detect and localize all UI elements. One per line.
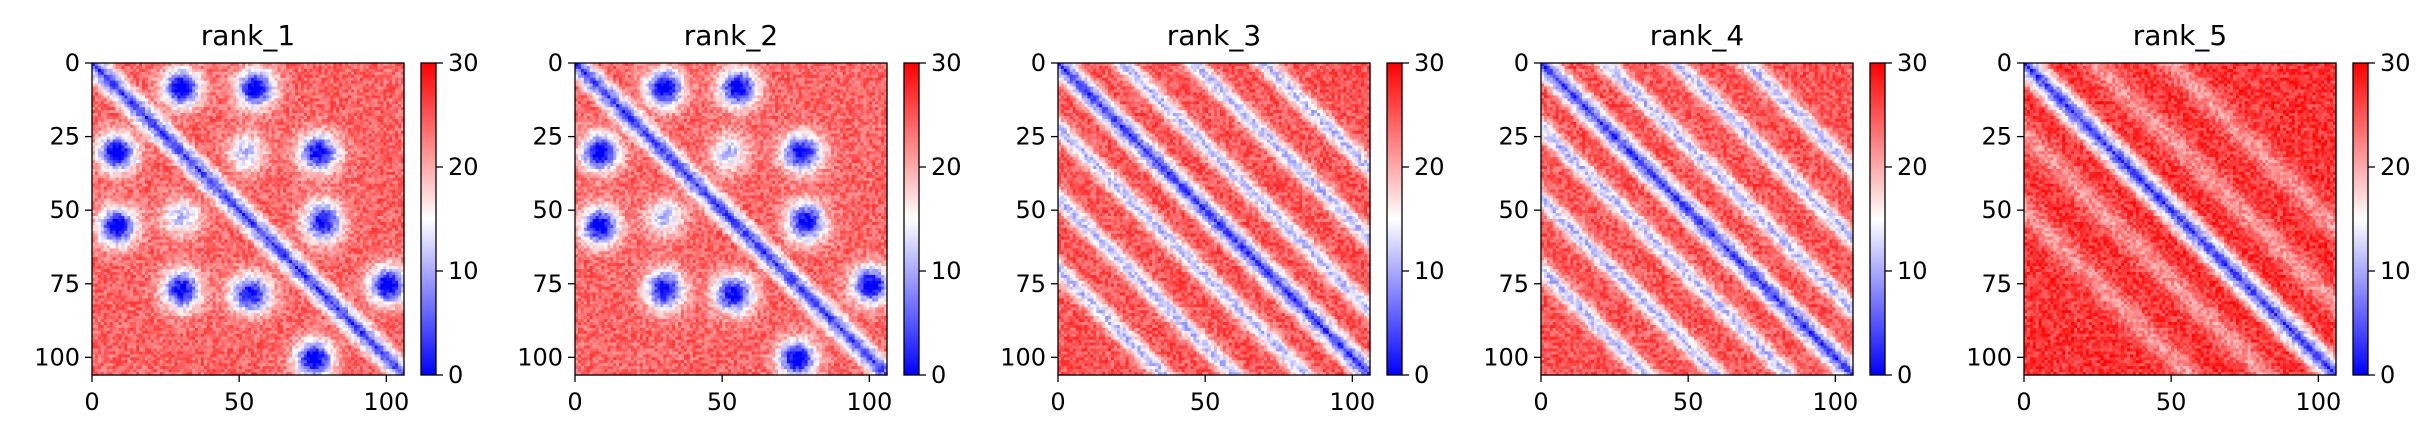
y-tick-label: 0: [1031, 49, 1046, 77]
y-tick-label: 75: [1981, 270, 2012, 298]
panel-title: rank_1: [201, 19, 295, 52]
colorbar-tick-label: 10: [1414, 257, 1445, 285]
colorbar-tick-label: 10: [448, 257, 479, 285]
x-tick-label: 50: [2156, 388, 2187, 416]
heatmap-cells: [1541, 63, 1854, 376]
y-tick-label: 50: [532, 196, 563, 224]
colorbar-tick-label: 20: [2380, 153, 2411, 181]
colorbar: [1387, 63, 1402, 375]
y-tick-label: 75: [1015, 270, 1046, 298]
x-tick-label: 100: [1329, 388, 1375, 416]
x-tick-label: 50: [224, 388, 255, 416]
colorbar-tick-label: 0: [931, 361, 946, 389]
panel-title: rank_5: [2133, 19, 2227, 52]
colorbar-tick-label: 30: [931, 49, 962, 77]
y-tick-label: 25: [1498, 123, 1529, 151]
y-tick-label: 25: [49, 123, 80, 151]
colorbar-tick-label: 10: [931, 257, 962, 285]
y-tick-label: 0: [1997, 49, 2012, 77]
y-tick-label: 100: [1000, 343, 1046, 371]
x-tick-label: 100: [1812, 388, 1858, 416]
colorbar-tick-label: 30: [448, 49, 479, 77]
y-tick-label: 25: [1981, 123, 2012, 151]
panel-title: rank_4: [1650, 19, 1744, 52]
colorbar-tick-label: 10: [2380, 257, 2411, 285]
panel-title: rank_3: [1167, 19, 1261, 52]
y-tick-label: 75: [532, 270, 563, 298]
y-tick-label: 0: [548, 49, 563, 77]
heatmap-cells: [575, 63, 888, 376]
x-tick-label: 0: [1533, 388, 1548, 416]
y-tick-label: 0: [65, 49, 80, 77]
y-tick-label: 0: [1514, 49, 1529, 77]
colorbar-tick-label: 10: [1897, 257, 1928, 285]
y-tick-label: 100: [1483, 343, 1529, 371]
y-tick-label: 25: [532, 123, 563, 151]
colorbar-tick-label: 20: [931, 153, 962, 181]
colorbar-tick-label: 20: [1897, 153, 1928, 181]
x-tick-label: 0: [84, 388, 99, 416]
y-tick-label: 100: [34, 343, 80, 371]
x-tick-label: 50: [1673, 388, 1704, 416]
colorbar-tick-label: 0: [2380, 361, 2395, 389]
y-tick-label: 100: [1966, 343, 2012, 371]
y-tick-label: 25: [1015, 123, 1046, 151]
colorbar-tick-label: 30: [1897, 49, 1928, 77]
x-tick-label: 0: [2016, 388, 2031, 416]
x-tick-label: 100: [363, 388, 409, 416]
x-tick-label: 0: [567, 388, 582, 416]
colorbar-tick-label: 30: [2380, 49, 2411, 77]
panel-title: rank_2: [684, 19, 778, 52]
colorbar-tick-label: 0: [1897, 361, 1912, 389]
x-tick-label: 0: [1050, 388, 1065, 416]
colorbar: [904, 63, 919, 375]
colorbar: [2353, 63, 2368, 375]
y-tick-label: 75: [49, 270, 80, 298]
x-tick-label: 100: [2295, 388, 2341, 416]
y-tick-label: 75: [1498, 270, 1529, 298]
colorbar-tick-label: 20: [448, 153, 479, 181]
heatmap-cells: [2024, 63, 2337, 376]
colorbar-tick-label: 20: [1414, 153, 1445, 181]
y-tick-label: 50: [1498, 196, 1529, 224]
colorbar-tick-label: 0: [448, 361, 463, 389]
x-tick-label: 50: [1190, 388, 1221, 416]
x-tick-label: 100: [846, 388, 892, 416]
colorbar: [421, 63, 436, 375]
y-tick-label: 50: [49, 196, 80, 224]
heatmap-cells: [1058, 63, 1371, 376]
x-tick-label: 50: [707, 388, 738, 416]
colorbar-tick-label: 30: [1414, 49, 1445, 77]
y-tick-label: 50: [1015, 196, 1046, 224]
colorbar-tick-label: 0: [1414, 361, 1429, 389]
y-tick-label: 50: [1981, 196, 2012, 224]
heatmap-cells: [92, 63, 405, 376]
colorbar: [1870, 63, 1885, 375]
y-tick-label: 100: [517, 343, 563, 371]
